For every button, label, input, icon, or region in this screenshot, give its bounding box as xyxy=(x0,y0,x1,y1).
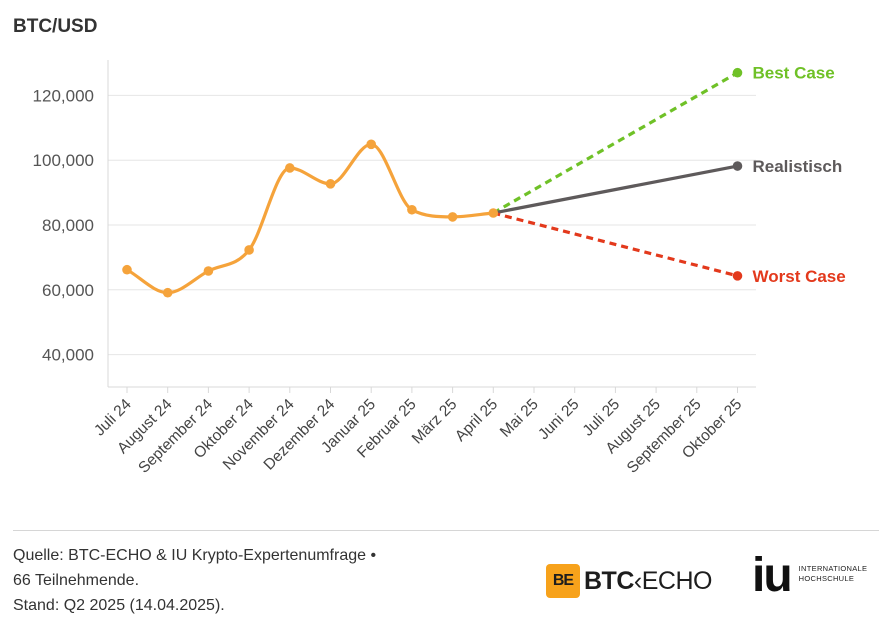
x-tick-label: April 25 xyxy=(452,396,501,445)
bitcoin-price-line xyxy=(125,142,495,295)
y-tick-label: 100,000 xyxy=(33,151,94,170)
y-tick-label: 60,000 xyxy=(42,281,94,300)
series xyxy=(122,67,743,298)
iu-logo: iu INTERNATIONALE HOCHSCHULE xyxy=(752,552,867,600)
btc-wordmark-bold: BTC xyxy=(584,566,634,595)
bitcoin-price-point xyxy=(285,163,295,173)
echo-wordmark: ECHO xyxy=(641,566,713,595)
worst-case-label: Worst Case xyxy=(753,267,846,286)
source-line-2: 66 Teilnehmende. xyxy=(13,572,140,589)
iu-logo-text: INTERNATIONALE HOCHSCHULE xyxy=(799,564,868,584)
y-tick-label: 80,000 xyxy=(42,216,94,235)
source-note: Quelle: BTC-ECHO & IU Krypto-Expertenumf… xyxy=(13,543,376,618)
source-line-1: Quelle: BTC-ECHO & IU Krypto-Expertenumf… xyxy=(13,547,377,564)
iu-logo-mark: iu xyxy=(752,549,793,602)
bitcoin-price-point xyxy=(162,287,173,298)
footer-divider xyxy=(13,530,879,531)
bitcoin-price-point xyxy=(366,139,377,150)
realistisch-label: Realistisch xyxy=(753,157,843,176)
btc-echo-wordmark: BTC‹ECHO xyxy=(584,567,712,596)
y-tick-label: 40,000 xyxy=(42,346,94,365)
x-tick-label: März 25 xyxy=(409,396,461,448)
realistisch-line xyxy=(491,164,740,215)
echo-arrow-icon: ‹ xyxy=(633,566,642,595)
source-line-3: Stand: Q2 2025 (14.04.2025). xyxy=(13,597,225,614)
worst-case-line xyxy=(492,211,738,278)
bitcoin-price-point xyxy=(244,245,254,255)
best-case-label: Best Case xyxy=(753,64,835,83)
iu-logo-line-1: INTERNATIONALE xyxy=(798,564,868,573)
bitcoin-price-point xyxy=(488,208,499,218)
worst-case-point xyxy=(732,271,743,281)
scenario-labels: Best Case Realistisch Worst Case xyxy=(753,64,846,286)
bitcoin-price-point xyxy=(447,212,458,222)
bitcoin-price-point xyxy=(122,264,132,275)
x-tick-label: Juni 25 xyxy=(535,396,582,443)
iu-logo-line-2: HOCHSCHULE xyxy=(798,574,855,583)
line-chart: 40,000 60,000 80,000 100,000 120,000 Juli 24… xyxy=(33,60,846,477)
bitcoin-price-point xyxy=(325,179,336,189)
grid-lines xyxy=(108,94,756,356)
realistisch-point xyxy=(732,161,743,171)
btc-echo-logo-mark: BE xyxy=(546,564,580,598)
bitcoin-price-point xyxy=(407,204,417,215)
x-tick-label: Mai 25 xyxy=(497,396,542,441)
y-tick-label: 120,000 xyxy=(33,86,94,105)
best-case-point xyxy=(732,67,743,78)
best-case-line xyxy=(492,71,739,215)
btc-echo-logo: BE BTC‹ECHO xyxy=(546,563,712,599)
bitcoin-price-point xyxy=(203,266,214,276)
chart-title: BTC/USD xyxy=(13,16,98,37)
y-axis-ticks: 40,000 60,000 80,000 100,000 120,000 xyxy=(33,86,94,364)
